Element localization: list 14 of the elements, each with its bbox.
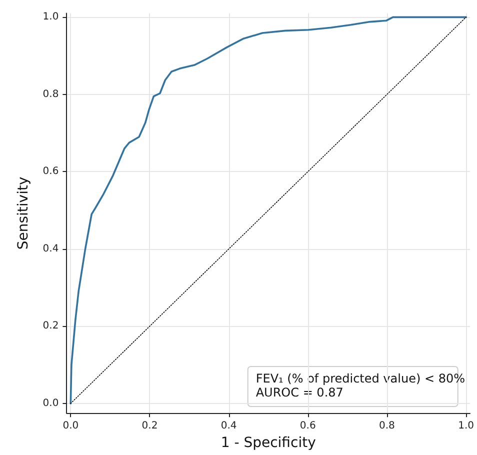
x-tick-label: 0.6 bbox=[300, 420, 316, 432]
y-tick-label: 0.4 bbox=[42, 243, 59, 254]
x-tick-label: 0.8 bbox=[379, 420, 395, 432]
y-axis-title: Sensitivity bbox=[16, 176, 32, 250]
y-tick-label: 0.6 bbox=[42, 166, 59, 178]
x-tick-label: 0.0 bbox=[62, 420, 79, 432]
x-tick-label: 0.4 bbox=[220, 420, 237, 432]
x-tick-label: 0.2 bbox=[142, 420, 158, 432]
y-tick-label: 0.8 bbox=[42, 88, 59, 100]
y-tick-label: 1.0 bbox=[42, 12, 59, 23]
x-axis-title: 1 - Specificity bbox=[220, 435, 316, 451]
x-tick-label: 1.0 bbox=[458, 420, 474, 432]
y-tick-label: 0.0 bbox=[42, 398, 59, 409]
y-tick-label: 0.2 bbox=[42, 320, 59, 332]
